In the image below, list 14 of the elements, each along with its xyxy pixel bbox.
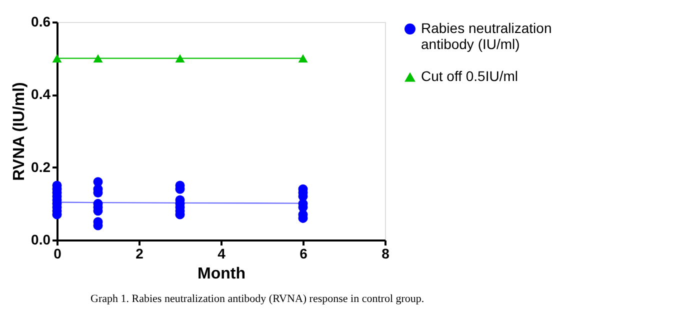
x-tick-label: 6 — [300, 246, 308, 262]
x-tick-label: 0 — [54, 246, 62, 262]
caption: Graph 1. Rabies neutralization antibody (RVNA) response in control group. — [90, 293, 424, 305]
y-tick-label: 0.0 — [31, 232, 51, 248]
y-tick-label: 0.6 — [31, 14, 51, 30]
y-tick-label: 0.2 — [31, 158, 51, 175]
x-axis-title: Month — [198, 266, 246, 282]
x-tick-label: 8 — [382, 246, 390, 262]
legend-label: Rabies neutralization antibody (IU/ml) — [421, 20, 552, 52]
legend-label: Cut off 0.5IU/ml — [421, 68, 518, 84]
y-tick-label: 0.4 — [31, 86, 51, 102]
x-tick-label: 4 — [218, 246, 226, 262]
y-axis-title: RVNA (IU/ml) — [11, 82, 28, 181]
x-tick-label: 2 — [136, 246, 144, 262]
